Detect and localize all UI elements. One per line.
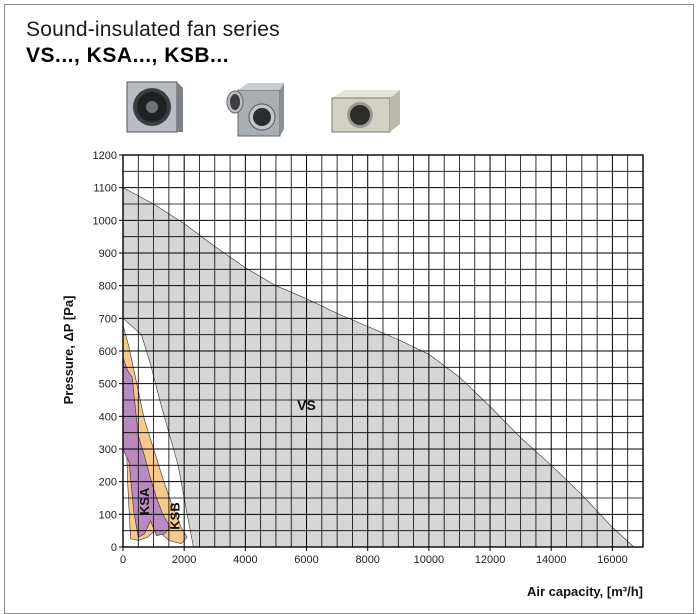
y-tick-label: 800 [99,281,117,293]
y-axis-label: Pressure, ΔP [Pa] [61,296,76,405]
y-tick-label: 700 [99,313,117,325]
x-tick-label: 16000 [597,554,628,566]
x-tick-label: 12000 [475,554,506,566]
y-tick-label: 1000 [93,215,117,227]
y-tick-label: 400 [99,411,117,423]
chart-title: Sound-insulated fan series [26,18,280,41]
series-label-vs: VS [297,397,316,413]
series-label-ksa: KSA [137,487,152,515]
y-tick-label: 1200 [93,150,117,162]
flat-duct-fan-icon [331,90,400,133]
y-tick-label: 300 [99,444,117,456]
x-tick-label: 0 [120,554,126,566]
y-tick-label: 100 [99,509,117,521]
y-tick-label: 500 [99,379,117,391]
x-tick-label: 8000 [355,554,379,566]
series-ksa-region [122,357,171,538]
chart-subtitle: VS..., KSA..., KSB... [26,44,230,67]
x-tick-label: 6000 [294,554,318,566]
x-tick-label: 10000 [414,554,445,566]
plot-labels: VS KSA KSB [137,397,316,530]
y-tick-label: 1100 [93,183,117,195]
x-tick-label: 4000 [233,554,257,566]
compact-duct-fan-icon [226,83,284,137]
x-tick-label: 14000 [536,554,567,566]
x-axis-label: Air capacity, [m³/h] [527,584,643,599]
series-label-ksb: KSB [168,502,183,529]
y-tick-label: 600 [99,346,117,358]
y-tick-label: 200 [99,477,117,489]
y-tick-label: 900 [99,248,117,260]
y-tick-label: 0 [111,542,117,554]
plot-ticks: 0 100 200 300 400 500 600 700 800 900 1000 1100 1200… [93,150,628,566]
square-duct-fan-icon [126,81,183,133]
x-tick-label: 2000 [172,554,196,566]
plot-grid [122,154,644,548]
